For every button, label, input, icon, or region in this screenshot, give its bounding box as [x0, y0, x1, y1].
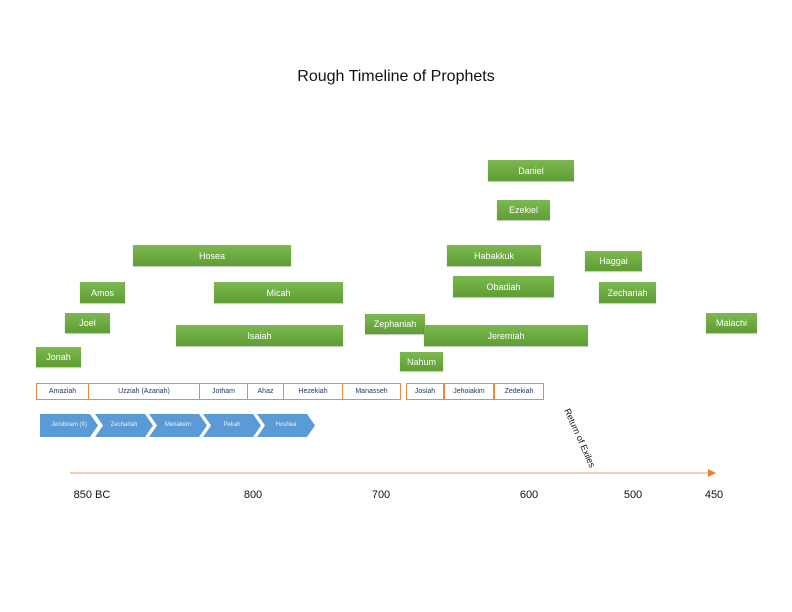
prophet-bar: Micah: [214, 282, 343, 303]
prophet-bar: Amos: [80, 282, 125, 303]
axis-tick-label: 700: [371, 489, 391, 501]
judah-king-box: Jehoiakim: [444, 383, 494, 400]
axis-tick-label: 850 BC: [73, 489, 111, 501]
prophet-bar: Daniel: [488, 160, 574, 181]
israel-king-label: Hoshea: [275, 422, 297, 428]
prophet-bar: Jeremiah: [424, 325, 588, 346]
judah-king-box: Manasseh: [342, 383, 401, 400]
israel-king-chevron: Jeroboam (II): [40, 414, 98, 437]
prophet-bar: Habakkuk: [447, 245, 541, 266]
israel-king-chevron: Menakem: [149, 414, 207, 437]
israel-king-chevron: Hoshea: [257, 414, 315, 437]
prophet-bar: Haggai: [585, 251, 642, 271]
axis-tick-label: 600: [519, 489, 539, 501]
diagram-title: Rough Timeline of Prophets: [297, 68, 495, 85]
prophet-bar: Joel: [65, 313, 110, 333]
judah-king-box: Zedekiah: [494, 383, 544, 400]
israel-king-label: Menakem: [164, 422, 192, 428]
axis-tick-label: 450: [704, 489, 724, 501]
axis-tick-label: 500: [623, 489, 643, 501]
prophet-bar: Isaiah: [176, 325, 343, 346]
prophet-bar: Hosea: [133, 245, 291, 266]
prophet-bar: Malachi: [706, 313, 757, 333]
israel-king-label: Jeroboam (II): [51, 422, 87, 428]
israel-king-chevron: Zechariah: [95, 414, 153, 437]
israel-king-label: Pekah: [223, 422, 241, 428]
prophet-bar: Jonah: [36, 347, 81, 367]
israel-king-label: Zechariah: [110, 422, 138, 428]
prophet-bar: Ezekiel: [497, 200, 550, 220]
judah-king-box: Jotham: [199, 383, 248, 400]
prophet-bar: Zechariah: [599, 282, 656, 303]
prophet-bar: Nahum: [400, 352, 443, 371]
axis-tick-label: 800: [243, 489, 263, 501]
judah-king-box: Josiah: [406, 383, 444, 400]
prophet-bar: Obadiah: [453, 276, 554, 297]
prophet-bar: Zephaniah: [365, 314, 425, 334]
judah-king-box: Amaziah: [36, 383, 89, 400]
israel-king-chevron: Pekah: [203, 414, 261, 437]
